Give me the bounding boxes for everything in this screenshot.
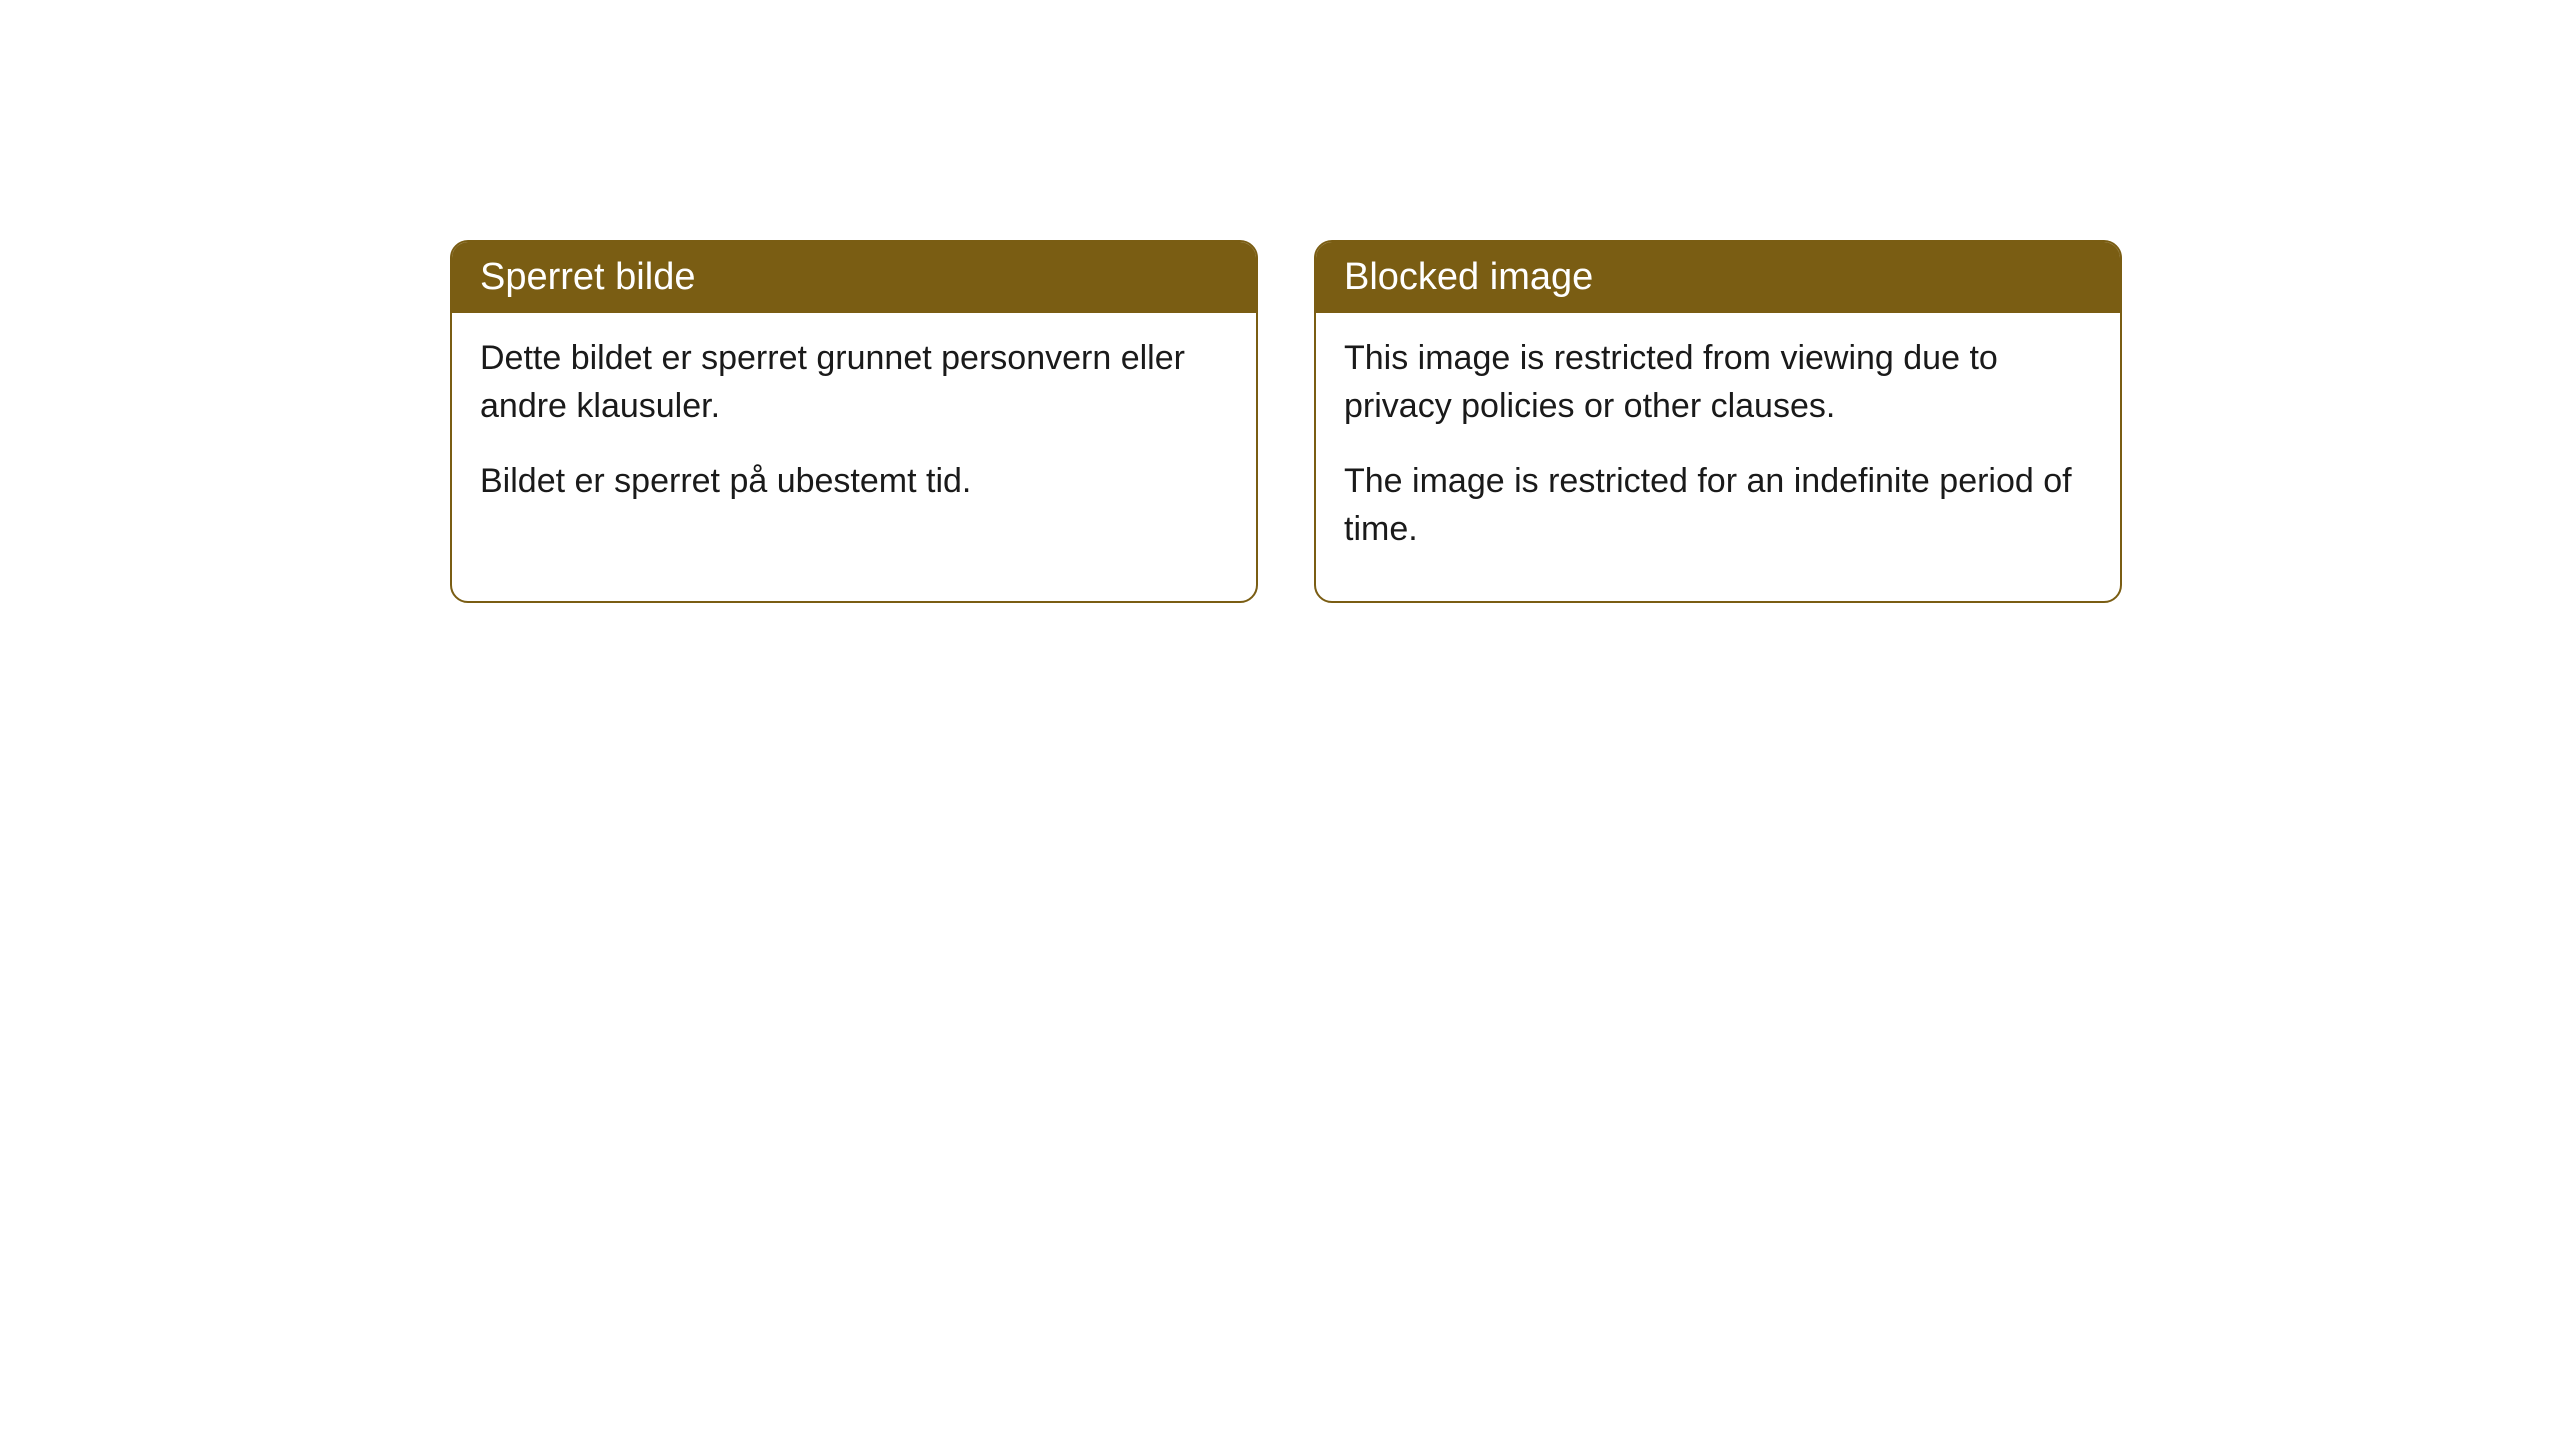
card-header: Blocked image: [1316, 242, 2120, 313]
notice-card-norwegian: Sperret bilde Dette bildet er sperret gr…: [450, 240, 1258, 603]
card-body: Dette bildet er sperret grunnet personve…: [452, 313, 1256, 554]
notice-card-english: Blocked image This image is restricted f…: [1314, 240, 2122, 603]
card-title: Blocked image: [1344, 256, 1593, 298]
notice-container: Sperret bilde Dette bildet er sperret gr…: [0, 0, 2560, 603]
card-title: Sperret bilde: [480, 256, 695, 298]
card-paragraph: Bildet er sperret på ubestemt tid.: [480, 458, 1228, 506]
card-body: This image is restricted from viewing du…: [1316, 313, 2120, 601]
card-paragraph: This image is restricted from viewing du…: [1344, 335, 2092, 430]
card-header: Sperret bilde: [452, 242, 1256, 313]
card-paragraph: The image is restricted for an indefinit…: [1344, 458, 2092, 553]
card-paragraph: Dette bildet er sperret grunnet personve…: [480, 335, 1228, 430]
